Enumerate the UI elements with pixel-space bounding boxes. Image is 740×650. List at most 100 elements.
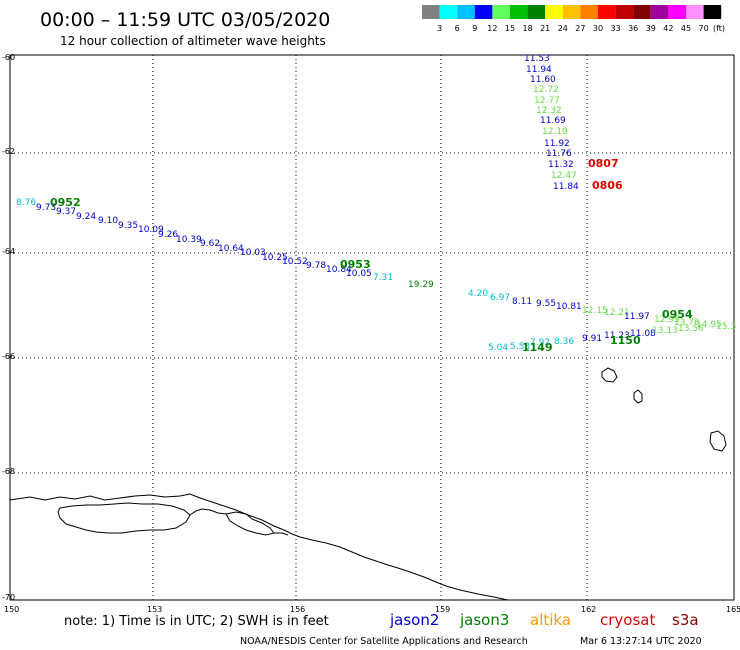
wave-height-value: 9.91 (582, 334, 602, 344)
wave-height-value: 11.32 (548, 160, 574, 170)
ice-shelf-outline (57, 502, 191, 534)
wave-height-value: 9.73 (36, 203, 56, 213)
colorbar-swatch (686, 5, 704, 19)
colorbar-label: 12 (487, 24, 497, 33)
wave-height-colorbar: 3 6 9 12 15 18 21 24 27 30 33 36 39 42 45 70 (422, 5, 722, 33)
wave-height-value: 11.84 (553, 182, 579, 192)
wave-height-value: 11.60 (530, 75, 556, 85)
lon-label: 153 (147, 605, 162, 614)
wave-height-value: 9.62 (200, 239, 220, 249)
pass-time-label: 0953 (340, 258, 371, 271)
map-frame (9, 54, 735, 601)
longitude-gridlines (152, 55, 588, 600)
lon-label: 159 (435, 605, 450, 614)
wave-height-value: 9.35 (118, 221, 138, 231)
footer-timestamp: Mar 6 13:27:14 UTC 2020 (580, 636, 702, 647)
wave-height-value: 7.31 (373, 273, 393, 283)
colorbar-label: 9 (472, 24, 477, 33)
pass-time-label: 0806 (592, 179, 623, 192)
wave-height-value: 11.08 (630, 329, 656, 339)
lat-label: -64 (2, 247, 15, 256)
wave-height-value: 6.97 (490, 293, 510, 303)
wave-height-value: 11.92 (544, 139, 570, 149)
wave-height-labels: 8.76 9.73 9.37 9.24 9.10 9.35 10.099.2610.399.… (16, 54, 736, 353)
wave-height-value: 10.25 (262, 253, 288, 263)
colorbar-swatch (598, 5, 616, 19)
footer-credit: NOAA/NESDIS Center for Satellite Applica… (240, 636, 528, 647)
island (633, 389, 643, 404)
lon-label: 162 (581, 605, 596, 614)
wave-height-value: 10.84 (326, 265, 352, 275)
wave-height-value: 11.53 (524, 54, 550, 64)
wave-height-value: 9.78 (306, 261, 326, 271)
wave-height-value: 13.13 (652, 326, 678, 336)
legend-cryosat: cryosat (600, 611, 655, 629)
latitude-gridlines (10, 152, 734, 474)
coast-inlet (189, 508, 227, 516)
wave-height-value: 12.77 (534, 96, 560, 106)
colorbar-swatch (492, 5, 510, 19)
colorbar-swatch (703, 5, 722, 19)
colorbar-label: 36 (628, 24, 638, 33)
wave-height-value: 19.29 (408, 280, 434, 290)
legend-altika: altika (530, 611, 571, 629)
wave-height-value: 5.04 (488, 343, 508, 353)
wave-height-value: 12.47 (551, 171, 577, 181)
lat-label: -66 (2, 352, 15, 361)
coast-inlet (274, 532, 289, 536)
pass-time-label: 1149 (522, 341, 553, 354)
wave-height-value: 15.3 (716, 322, 736, 332)
colorbar-label: 70 (699, 24, 709, 33)
colorbar-label: 39 (646, 24, 656, 33)
colorbar-swatch (633, 5, 651, 19)
lat-label: -62 (2, 147, 15, 156)
coastline (9, 493, 509, 601)
wave-height-value: 11.97 (624, 312, 650, 322)
map-title: 00:00 – 11:59 UTC 03/05/2020 (40, 9, 330, 31)
wave-height-value: 13.76 (674, 318, 700, 328)
wave-height-value: 9.24 (76, 212, 96, 222)
pass-time-labels: 0952 0953 0807 0806 0954 1149 1150 (50, 157, 693, 354)
pass-time-label: 1150 (610, 334, 641, 347)
wave-height-value: 12.19 (542, 127, 568, 137)
lon-label: 156 (290, 605, 305, 614)
wave-height-value: 9.37 (56, 207, 76, 217)
wave-height-value: 12.95 (654, 315, 680, 325)
colorbar-label: 15 (505, 24, 515, 33)
wave-height-value: 10.39 (176, 235, 202, 245)
colorbar-swatch (668, 5, 686, 19)
colorbar-swatch (562, 5, 581, 19)
colorbar-swatch (527, 5, 546, 19)
wave-height-value: 11.69 (540, 116, 566, 126)
wave-height-value: 9.26 (158, 230, 178, 240)
colorbar-swatch (650, 5, 669, 19)
lon-label: 165 (726, 605, 740, 614)
wave-height-value: 5.53 (510, 342, 530, 352)
lat-label: -68 (2, 467, 15, 476)
legend-jason3: jason3 (459, 611, 509, 629)
colorbar-swatch (457, 5, 475, 19)
wave-height-value: 12.15 (582, 306, 608, 316)
colorbar-swatch (615, 5, 634, 19)
colorbar-label: 27 (575, 24, 585, 33)
wave-height-value: 12.32 (536, 106, 562, 116)
wave-height-value: 14.95 (696, 320, 722, 330)
satellite-legend: jason2 jason3 altika cryosat s3a (389, 611, 699, 629)
colorbar-swatch (580, 5, 598, 19)
lat-label: -70 (2, 593, 15, 602)
wave-height-value: 11.76 (546, 149, 572, 159)
map-subtitle: 12 hour collection of altimeter wave hei… (60, 34, 326, 48)
pass-time-label: 0807 (588, 157, 619, 170)
colorbar-label: 24 (558, 24, 568, 33)
legend-jason2: jason2 (389, 611, 439, 629)
island (601, 367, 618, 383)
pass-time-label: 0952 (50, 196, 81, 209)
colorbar-unit: (ft) (713, 24, 725, 33)
colorbar-swatch (474, 5, 493, 19)
colorbar-label: 30 (593, 24, 603, 33)
island (709, 430, 727, 452)
wave-height-value: 10.81 (556, 302, 582, 312)
colorbar-swatch (439, 5, 458, 19)
wave-height-value: 10.64 (218, 244, 244, 254)
